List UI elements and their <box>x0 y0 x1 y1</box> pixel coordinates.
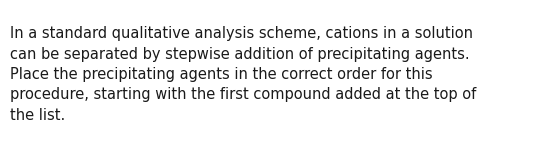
Text: In a standard qualitative analysis scheme, cations in a solution
can be separate: In a standard qualitative analysis schem… <box>10 26 477 123</box>
